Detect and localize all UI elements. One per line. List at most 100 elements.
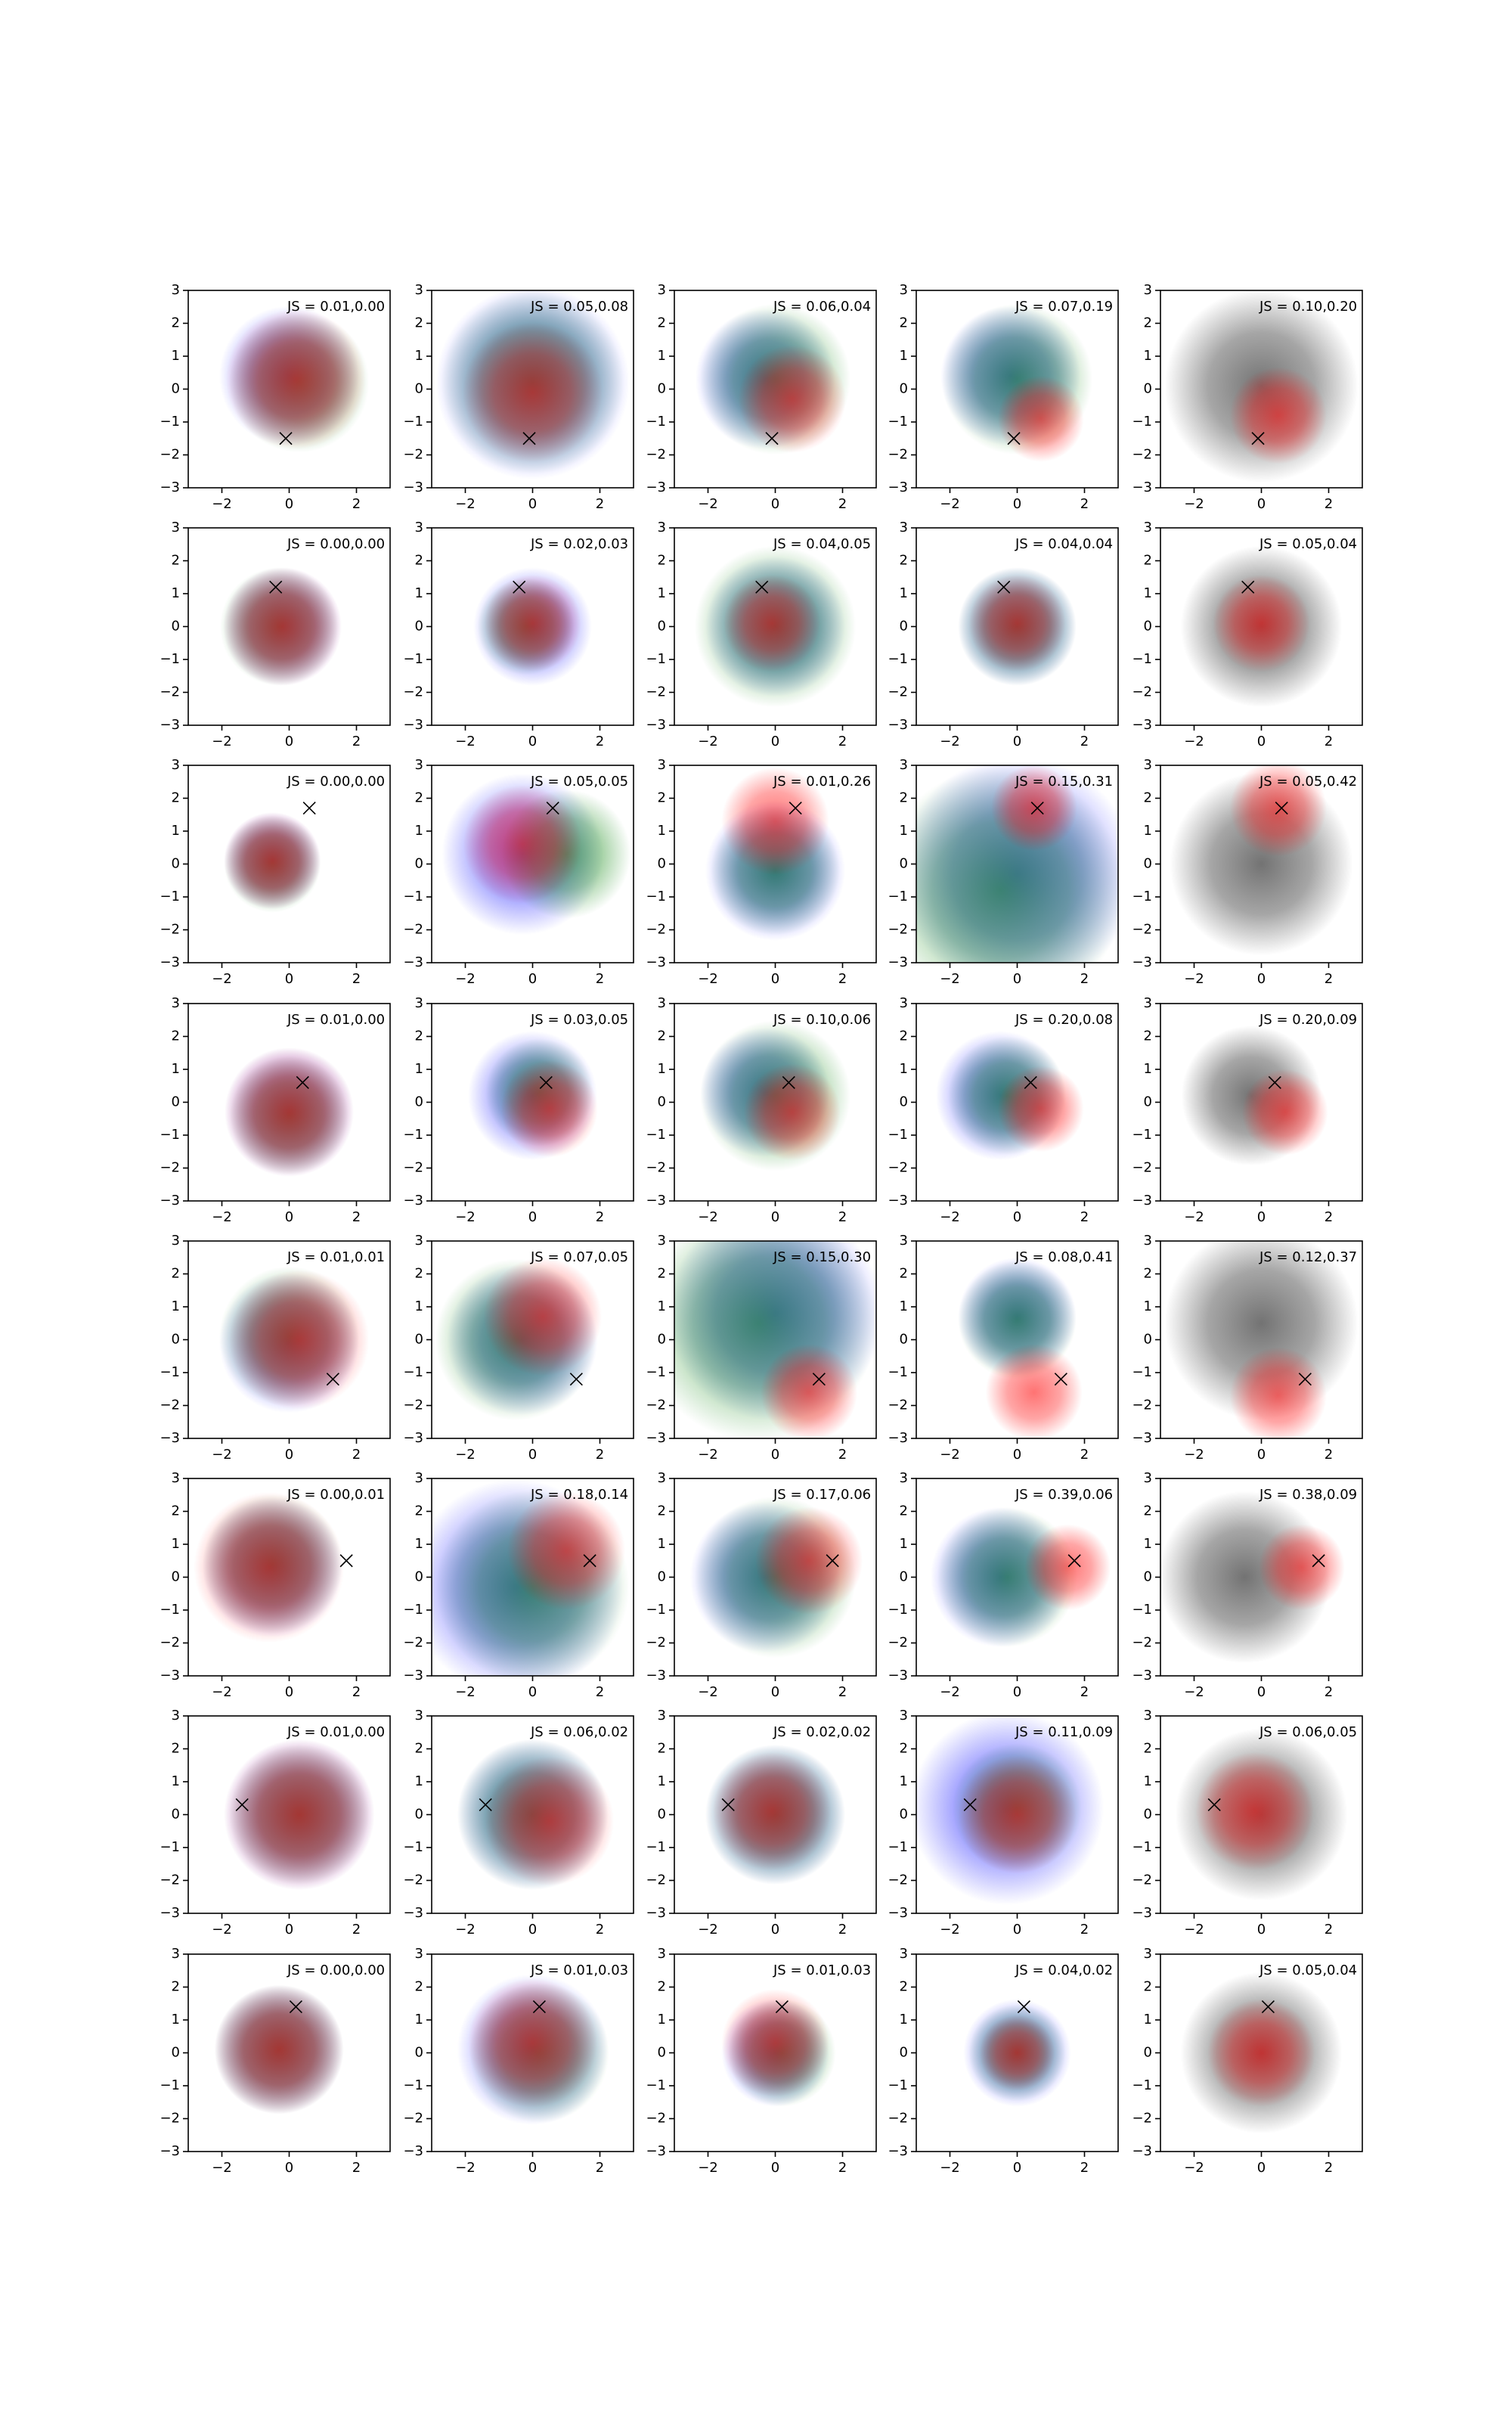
y-tick-label: −2 [888,684,908,700]
annotation: JS = 0.08,0.41 [1015,1249,1113,1265]
marker-x [269,580,283,594]
point-cloud [721,1989,829,2097]
y-tick-label: 3 [658,1233,666,1249]
y-tick-label: 2 [1144,1979,1152,1995]
y-tick-label: −3 [160,1668,180,1683]
plot-area [219,567,342,686]
y-tick-label: −3 [888,2143,908,2159]
y-tick-label: 2 [172,1266,180,1282]
y-tick-label: −2 [646,1160,666,1176]
annotation: JS = 0.05,0.08 [530,299,628,315]
x-tick-label: −2 [1184,2160,1204,2176]
marker-x [721,1798,735,1812]
y-tick-label: −1 [888,1127,908,1143]
y-tick-label: −2 [160,684,180,700]
y-tick-label: −3 [403,1668,423,1683]
y-tick-label: 2 [172,1028,180,1044]
y-tick-label: 3 [900,1470,908,1486]
y-tick-label: 2 [658,790,666,806]
y-tick-label: 2 [900,1979,908,1995]
x-tick-label: 2 [596,1684,604,1700]
x-tick-label: −2 [698,2160,718,2176]
y-tick-label: 2 [900,315,908,331]
y-tick-label: 3 [658,282,666,298]
y-tick-label: 2 [1144,1266,1152,1282]
y-tick-label: 2 [415,315,423,331]
point-cloud [985,1344,1083,1438]
x-tick-label: 0 [528,1447,537,1463]
annotation: JS = 0.03,0.05 [530,1012,628,1028]
y-tick-label: 0 [1144,381,1152,397]
plot-area [432,1479,630,1676]
x-tick-label: 0 [1013,496,1021,512]
y-tick-label: −1 [888,889,908,904]
y-tick-label: 0 [172,1569,180,1585]
y-tick-label: −1 [888,651,908,667]
y-tick-label: −2 [403,1872,423,1888]
x-tick-label: 2 [352,1209,361,1225]
y-tick-label: 3 [900,757,908,773]
annotation: JS = 0.02,0.03 [530,536,628,552]
point-cloud [760,1344,858,1438]
point-cloud [507,1491,626,1611]
marker-x [1067,1554,1081,1568]
annotation: JS = 0.15,0.31 [1015,774,1113,790]
x-tick-label: −2 [1184,1209,1204,1225]
y-tick-label: 0 [900,619,908,634]
x-tick-label: −2 [455,496,476,512]
y-tick-label: 2 [900,1741,908,1757]
point-cloud [958,1755,1077,1874]
y-tick-label: 3 [172,1233,180,1249]
y-tick-label: 3 [1144,995,1152,1011]
plot-area [224,1739,375,1891]
marker-x [522,432,536,445]
annotation: JS = 0.11,0.09 [1015,1724,1113,1740]
y-tick-label: −2 [1132,447,1152,463]
marker-x [765,432,779,445]
annotation: JS = 0.01,0.03 [530,1962,628,1978]
point-cloud [468,1978,597,2108]
y-tick-label: −3 [403,479,423,495]
x-tick-label: 0 [1257,1922,1266,1938]
plot-area [224,812,321,913]
y-tick-label: 2 [415,1503,423,1519]
y-tick-label: 2 [900,1503,908,1519]
annotation: JS = 0.00,0.01 [287,1487,385,1503]
y-tick-label: −1 [646,1602,666,1618]
y-tick-label: 1 [900,1061,908,1077]
y-tick-label: −2 [403,447,423,463]
x-tick-label: 0 [528,2160,537,2176]
y-tick-label: 3 [900,282,908,298]
x-tick-label: 0 [1257,1447,1266,1463]
y-tick-label: 1 [658,1773,666,1789]
annotation: JS = 0.05,0.05 [530,774,628,790]
annotation: JS = 0.04,0.04 [1015,536,1113,552]
x-tick-label: −2 [940,971,960,987]
x-tick-label: 2 [596,734,604,749]
plot-area [958,567,1077,686]
annotation: JS = 0.00,0.00 [287,774,385,790]
plot-area [1164,1241,1359,1438]
point-cloud [990,765,1077,852]
y-tick-label: 3 [1144,282,1152,298]
y-tick-label: 0 [172,619,180,634]
marker-x [812,1373,826,1386]
point-cloud [979,2015,1055,2091]
y-tick-label: 0 [415,2045,423,2061]
y-tick-label: 0 [1144,1807,1152,1823]
annotation: JS = 0.04,0.05 [773,536,871,552]
y-tick-label: 0 [1144,619,1152,634]
x-tick-label: 2 [1080,2160,1089,2176]
point-cloud [1229,1347,1327,1438]
x-tick-label: 0 [1013,1447,1021,1463]
x-tick-label: 0 [285,1922,293,1938]
y-tick-label: 3 [415,1946,423,1962]
x-tick-label: 0 [528,1922,537,1938]
y-tick-label: −1 [646,651,666,667]
plot-area [218,306,370,453]
x-tick-label: 2 [352,734,361,749]
annotation: JS = 0.01,0.00 [287,299,385,315]
y-tick-label: 2 [1144,1503,1152,1519]
plot-area [674,1241,876,1438]
y-tick-label: 1 [900,348,908,364]
